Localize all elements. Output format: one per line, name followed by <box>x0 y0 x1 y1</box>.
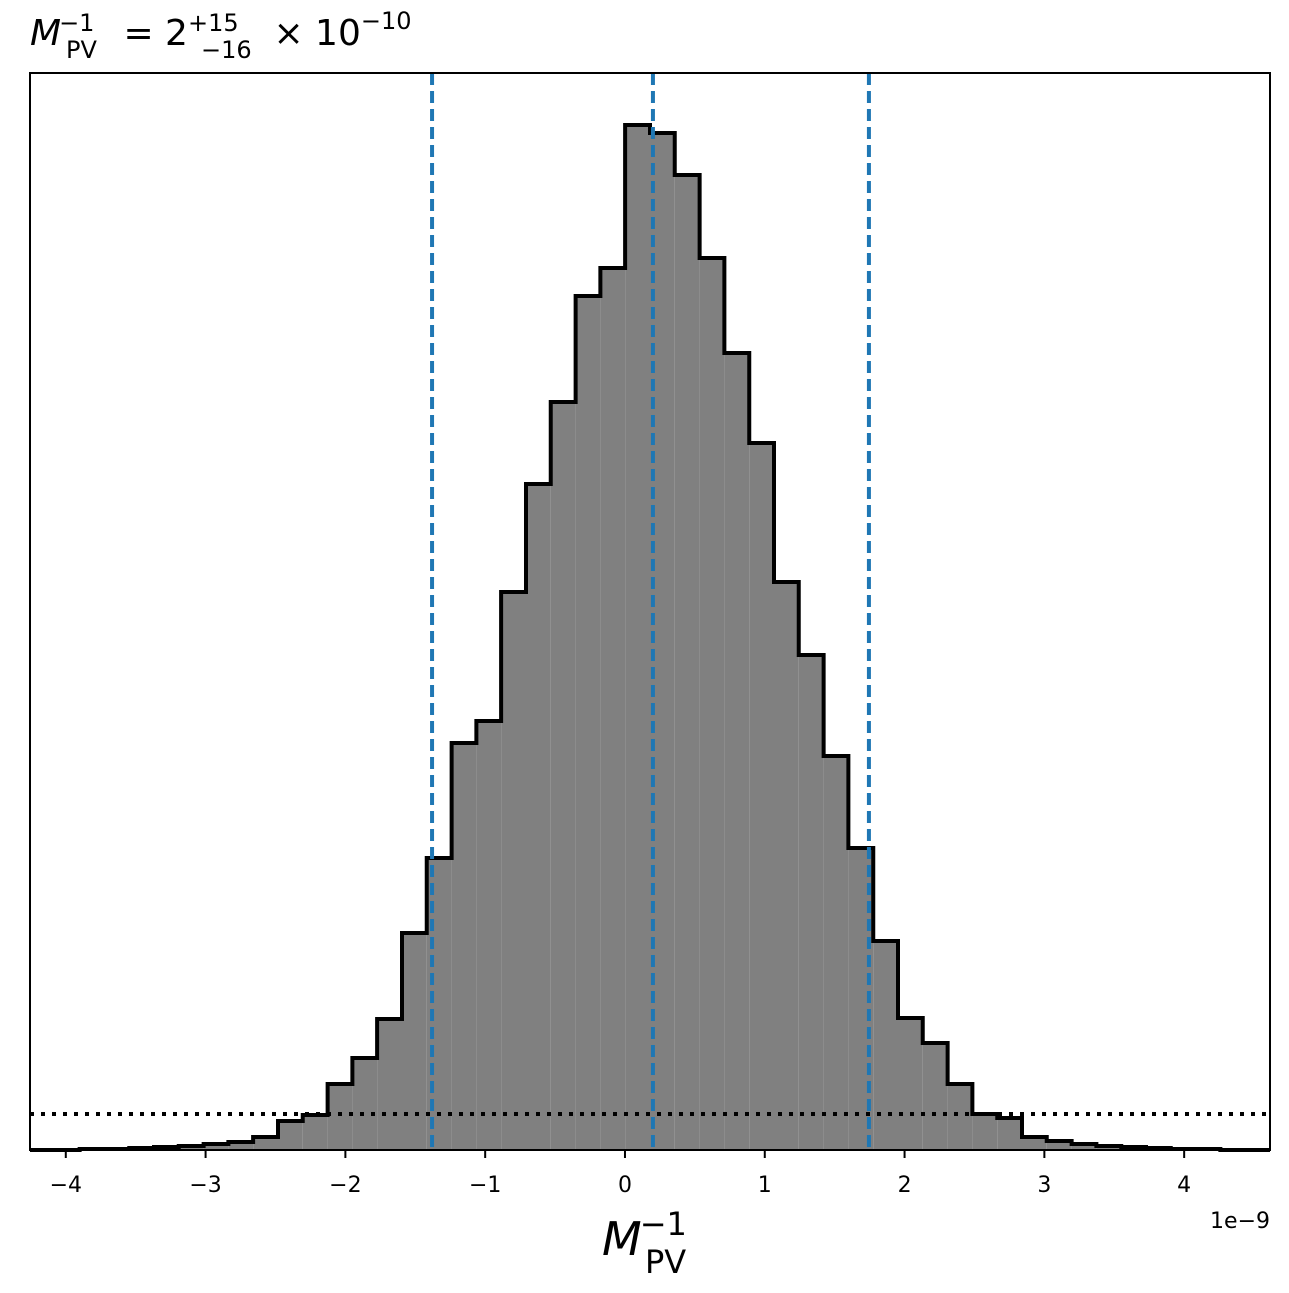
bar <box>1071 1144 1097 1150</box>
bar <box>997 1118 1022 1150</box>
bar <box>550 402 576 1150</box>
bar <box>625 125 650 1150</box>
bar <box>327 1084 353 1150</box>
x-tick-label: 3 <box>1037 1173 1051 1198</box>
x-tick-label: 2 <box>898 1173 912 1198</box>
bar <box>898 1018 923 1150</box>
chart-title: M−1 PV = 2+15 −16 × 10−10 <box>30 7 412 64</box>
x-offset-label: 1e−9 <box>1210 1209 1270 1234</box>
bar <box>203 1144 229 1150</box>
bar <box>972 1114 998 1150</box>
bar <box>699 258 725 1150</box>
x-tick-label: 1 <box>758 1173 772 1198</box>
bar <box>798 655 824 1150</box>
bar <box>302 1115 328 1150</box>
x-axis-label: M−1 PV <box>602 1205 687 1281</box>
bar <box>1046 1141 1072 1150</box>
x-tick-label: −2 <box>329 1173 361 1198</box>
bar <box>451 743 477 1150</box>
bar <box>749 443 774 1150</box>
x-tick-label: 4 <box>1177 1173 1191 1198</box>
bar <box>873 941 898 1150</box>
bar <box>724 353 750 1150</box>
x-tick-label: −1 <box>469 1173 501 1198</box>
bar <box>377 1019 402 1150</box>
bar <box>402 933 427 1150</box>
bar <box>947 1084 973 1150</box>
bar <box>501 592 526 1150</box>
bar <box>526 484 551 1150</box>
bar <box>476 721 502 1150</box>
bar <box>278 1121 303 1150</box>
histogram-outline <box>30 123 1270 1152</box>
bar <box>823 756 849 1150</box>
bar <box>253 1137 278 1150</box>
bar <box>228 1142 254 1150</box>
bar <box>674 175 700 1150</box>
plot-frame <box>29 72 1271 1151</box>
bar <box>352 1058 378 1150</box>
bar <box>922 1043 948 1150</box>
x-tick-label: 0 <box>618 1173 632 1198</box>
bar <box>600 268 626 1150</box>
x-tick-label: −3 <box>189 1173 221 1198</box>
x-tick-label: −4 <box>50 1173 82 1198</box>
bar <box>1022 1137 1047 1150</box>
bar <box>774 582 799 1150</box>
bar <box>575 296 601 1150</box>
